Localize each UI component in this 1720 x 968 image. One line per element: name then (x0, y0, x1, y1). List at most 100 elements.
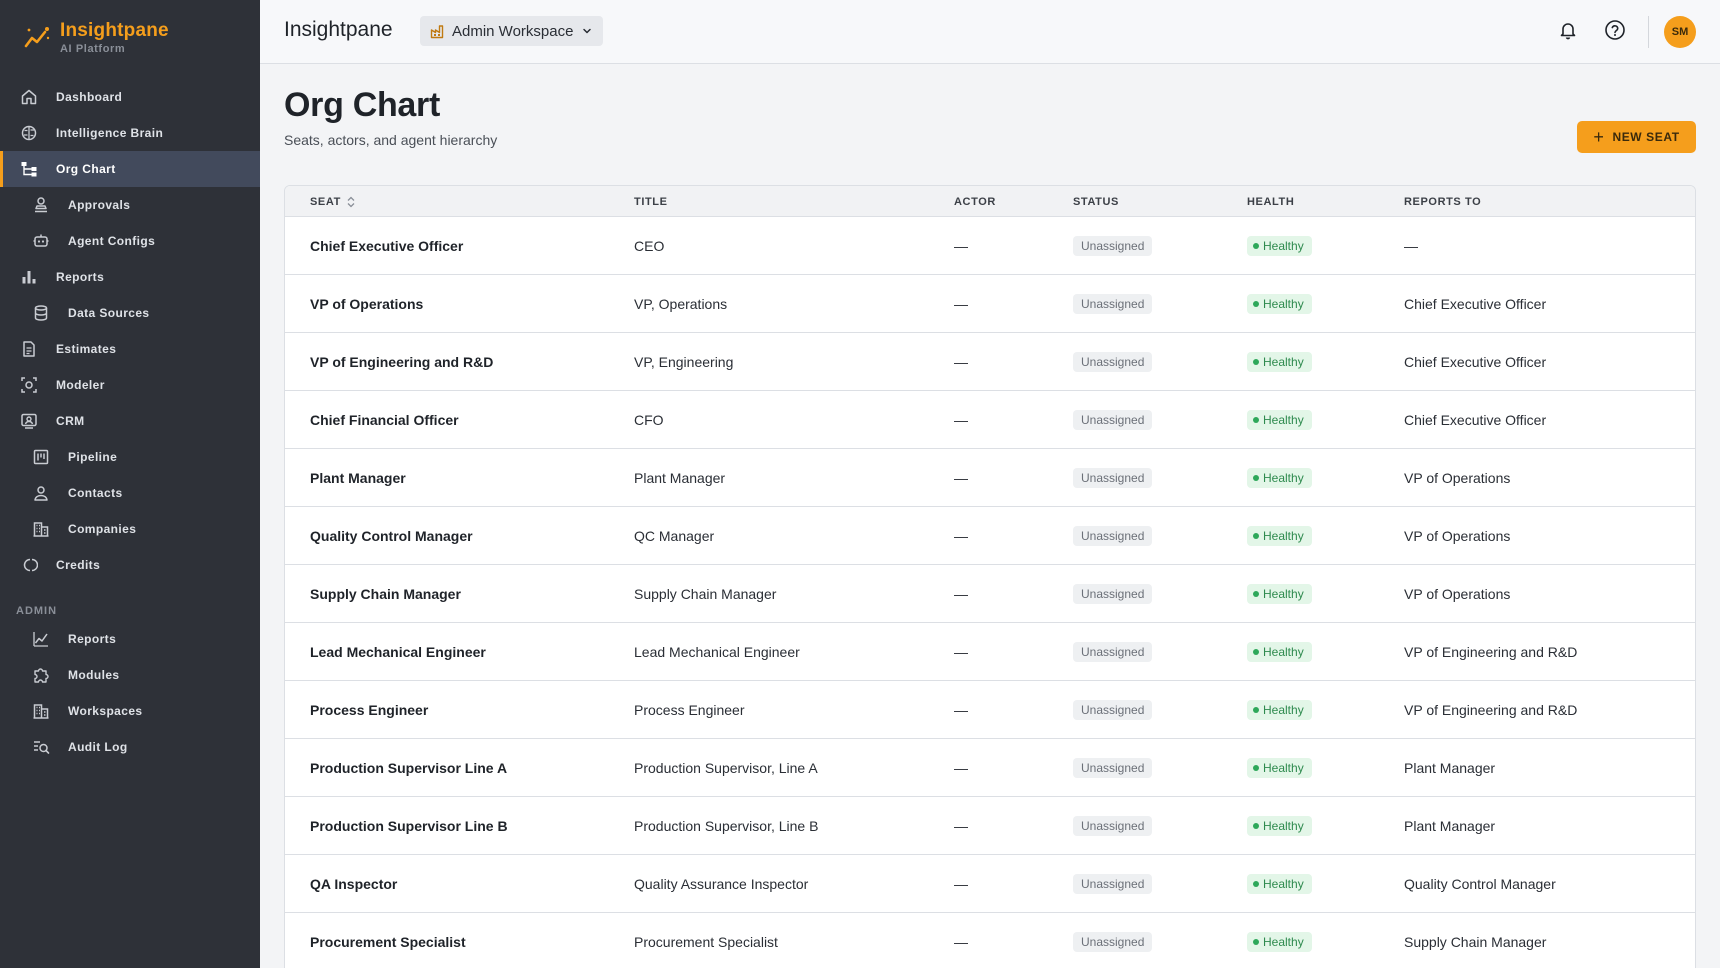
health-badge: Healthy (1247, 642, 1312, 662)
seat-actor: — (954, 354, 968, 370)
building-icon (32, 520, 50, 538)
health-dot-icon (1253, 823, 1259, 829)
reports-to: Chief Executive Officer (1404, 296, 1547, 312)
health-label: Healthy (1263, 239, 1304, 253)
table-row[interactable]: Production Supervisor Line B Production S… (285, 797, 1695, 855)
health-cell: Healthy (1247, 507, 1312, 565)
reports-to: Plant Manager (1404, 760, 1496, 776)
health-label: Healthy (1263, 529, 1304, 543)
avatar[interactable]: SM (1664, 16, 1696, 48)
seat-title: Plant Manager (634, 470, 726, 486)
health-label: Healthy (1263, 761, 1304, 775)
seat-name[interactable]: Supply Chain Manager (310, 586, 461, 602)
workspace-label: Admin Workspace (452, 22, 574, 40)
sidebar-item-companies[interactable]: Companies (0, 511, 260, 547)
table-row[interactable]: Chief Financial Officer CFO — Unassigned Hea… (285, 391, 1695, 449)
column-header-seat[interactable]: SEAT (310, 186, 355, 217)
sidebar-admin-item-modules[interactable]: Modules (0, 657, 260, 693)
sidebar-item-intelligence-brain[interactable]: Intelligence Brain (0, 115, 260, 151)
seat-name[interactable]: QA Inspector (310, 876, 398, 892)
table-row[interactable]: Process Engineer Process Engineer — Unassig… (285, 681, 1695, 739)
seat-name[interactable]: Process Engineer (310, 702, 429, 718)
seat-name[interactable]: Production Supervisor Line A (310, 760, 508, 776)
sidebar-admin-item-workspaces[interactable]: Workspaces (0, 693, 260, 729)
health-dot-icon (1253, 243, 1259, 249)
new-seat-button[interactable]: + NEW SEAT (1577, 121, 1696, 153)
health-badge: Healthy (1247, 758, 1312, 778)
admin-section-header: ADMIN (16, 605, 58, 617)
bell-icon[interactable] (1556, 18, 1580, 42)
table-row[interactable]: Plant Manager Plant Manager — Unassigned Hea… (285, 449, 1695, 507)
column-header-actor[interactable]: ACTOR (954, 195, 996, 208)
seat-name[interactable]: Chief Executive Officer (310, 238, 464, 254)
table-row[interactable]: QA Inspector Quality Assurance Inspector —… (285, 855, 1695, 913)
sidebar-item-modeler[interactable]: Modeler (0, 367, 260, 403)
health-label: Healthy (1263, 355, 1304, 369)
column-header-reports-to[interactable]: REPORTS TO (1404, 195, 1482, 208)
sidebar-admin-item-reports[interactable]: Reports (0, 621, 260, 657)
health-dot-icon (1253, 533, 1259, 539)
sidebar-item-data-sources[interactable]: Data Sources (0, 295, 260, 331)
sidebar-item-agent-configs[interactable]: Agent Configs (0, 223, 260, 259)
seat-name[interactable]: VP of Operations (310, 296, 424, 312)
health-label: Healthy (1263, 703, 1304, 717)
sidebar-item-reports[interactable]: Reports (0, 259, 260, 295)
health-badge: Healthy (1247, 236, 1312, 256)
health-badge: Healthy (1247, 468, 1312, 488)
health-cell: Healthy (1247, 333, 1312, 391)
modeler-icon (20, 376, 38, 394)
pipeline-icon (32, 448, 50, 466)
column-header-status[interactable]: STATUS (1073, 195, 1119, 208)
health-dot-icon (1253, 359, 1259, 365)
table-row[interactable]: Procurement Specialist Procurement Specia… (285, 913, 1695, 968)
health-badge: Healthy (1247, 410, 1312, 430)
seat-name[interactable]: Quality Control Manager (310, 528, 473, 544)
sidebar-item-dashboard[interactable]: Dashboard (0, 79, 260, 115)
seat-name[interactable]: Chief Financial Officer (310, 412, 459, 428)
seat-name[interactable]: Production Supervisor Line B (310, 818, 508, 834)
table-row[interactable]: VP of Operations VP, Operations — Unassigne… (285, 275, 1695, 333)
sidebar-item-pipeline[interactable]: Pipeline (0, 439, 260, 475)
health-dot-icon (1253, 417, 1259, 423)
brand[interactable]: Insightpane AI Platform (24, 20, 169, 55)
table-row[interactable]: Quality Control Manager QC Manager — Unassi… (285, 507, 1695, 565)
seat-name[interactable]: Lead Mechanical Engineer (310, 644, 486, 660)
health-cell: Healthy (1247, 623, 1312, 681)
health-cell: Healthy (1247, 681, 1312, 739)
workspace-selector[interactable]: Admin Workspace (420, 16, 604, 46)
table-row[interactable]: Production Supervisor Line A Production S… (285, 739, 1695, 797)
help-icon[interactable] (1603, 18, 1627, 42)
seat-actor: — (954, 238, 968, 254)
sidebar-item-approvals[interactable]: Approvals (0, 187, 260, 223)
seat-name[interactable]: Plant Manager (310, 470, 406, 486)
status-badge: Unassigned (1073, 816, 1153, 836)
sidebar-item-estimates[interactable]: Estimates (0, 331, 260, 367)
column-header-health[interactable]: HEALTH (1247, 195, 1295, 208)
reports-to: VP of Operations (1404, 586, 1511, 602)
seat-name[interactable]: VP of Engineering and R&D (310, 354, 494, 370)
chevron-down-icon (581, 25, 593, 37)
status-cell: Unassigned (1073, 623, 1153, 681)
health-label: Healthy (1263, 645, 1304, 659)
sidebar-item-credits[interactable]: Credits (0, 547, 260, 583)
health-cell: Healthy (1247, 797, 1312, 855)
column-header-title[interactable]: TITLE (634, 195, 668, 208)
seat-name[interactable]: Procurement Specialist (310, 934, 466, 950)
sidebar-item-org-chart[interactable]: Org Chart (0, 151, 260, 187)
seat-title: Supply Chain Manager (634, 586, 777, 602)
table-row[interactable]: Chief Executive Officer CEO — Unassigned Hea… (285, 217, 1695, 275)
table-row[interactable]: VP of Engineering and R&D VP, Engineering… (285, 333, 1695, 391)
crm-icon (20, 412, 38, 430)
sort-icon[interactable] (347, 196, 355, 208)
health-dot-icon (1253, 707, 1259, 713)
table-row[interactable]: Lead Mechanical Engineer Lead Mechanical … (285, 623, 1695, 681)
org-chart-table: SEAT TITLE ACTOR STATUS HEALTH REPORTS T… (284, 185, 1696, 968)
seat-title: Quality Assurance Inspector (634, 876, 809, 892)
status-cell: Unassigned (1073, 739, 1153, 797)
sidebar-item-contacts[interactable]: Contacts (0, 475, 260, 511)
sidebar-item-crm[interactable]: CRM (0, 403, 260, 439)
sidebar-item-label: CRM (56, 414, 85, 428)
seat-actor: — (954, 586, 968, 602)
sidebar-admin-item-audit-log[interactable]: Audit Log (0, 729, 260, 765)
table-row[interactable]: Supply Chain Manager Supply Chain Manager… (285, 565, 1695, 623)
